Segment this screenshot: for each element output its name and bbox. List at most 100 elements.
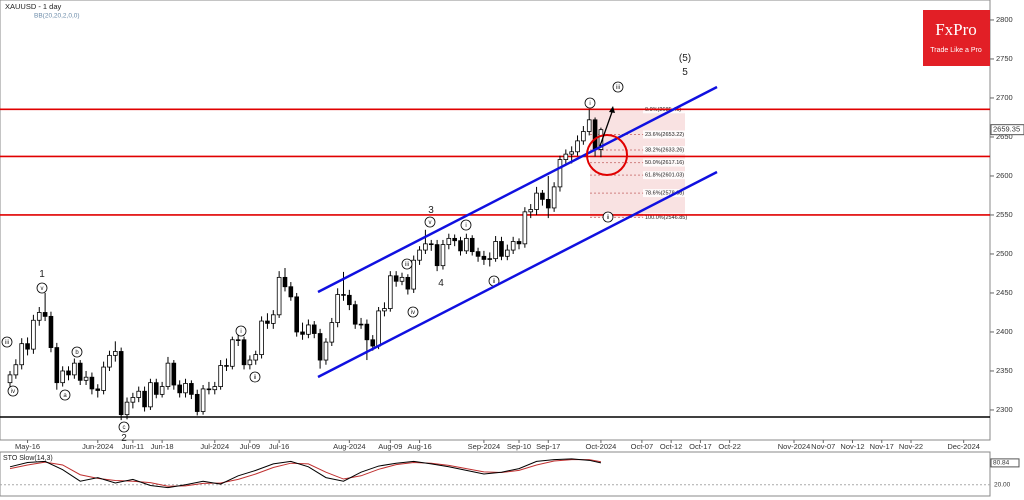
x-tick-label: Jun-2024 [82,442,113,451]
x-tick-label: Aug-16 [407,442,431,451]
candle-body [89,376,95,390]
candle-body [306,324,311,335]
logo-tagline: Trade Like a Pro [930,47,982,54]
candle-body [177,384,182,394]
candle-body [218,365,223,387]
candle-body [241,339,247,366]
candle-body [592,119,598,150]
wave-label: iii [616,85,620,91]
wave-label: 4 [438,278,444,289]
sto-title: STO Slow(14,3) [3,455,53,462]
candle-body [31,319,36,350]
candle-body [230,339,235,367]
candle-body [382,308,387,312]
candle-body [493,241,498,260]
x-tick-label: Sep-2024 [468,442,501,451]
candle-body [235,339,241,341]
candle-body [95,388,101,391]
wave-circle [407,306,419,318]
price-tag-bg [990,124,1024,136]
candle-body [551,186,557,209]
candle-body [481,255,487,260]
candle-body [528,209,534,213]
x-tick-label: Jul-16 [269,442,289,451]
candle-body [434,244,440,267]
candle-body [36,312,42,321]
candle-body [101,366,106,391]
fib-label-bg [643,171,685,180]
candle-body [253,354,259,361]
x-tick-label: Jun-18 [151,442,174,451]
y-tick-label: 2650 [996,132,1013,141]
candle-body [124,401,130,416]
x-tick-label: Nov-22 [899,442,923,451]
candle-body [440,244,446,267]
x-tick-label: May-16 [15,442,40,451]
wave-circle [401,258,413,270]
wave-label: v [41,286,44,292]
candle-body [13,364,19,376]
sto-k-line [9,458,602,489]
candle-body [335,294,340,324]
candle-body [19,343,25,366]
candle-body [510,241,516,251]
x-tick-label: Oct-22 [718,442,741,451]
candle-body [423,243,428,251]
candle-body [25,343,30,350]
candle-body [118,351,124,416]
x-tick-label: Jul-09 [240,442,260,451]
candle-body [452,237,457,242]
layer: 2800275027002650260025502500245024002350… [0,15,1024,489]
candle-body [136,390,142,398]
sto-tick-label: 20.00 [994,482,1011,489]
wave-label: iv [411,310,415,316]
candle-body [317,333,323,361]
fib-label: 78.6%(2578.08) [645,191,684,197]
logo [923,10,990,66]
x-tick-label: Jun-11 [122,442,144,451]
candle-body [341,294,346,296]
candle-body [405,276,411,290]
x-tick-label: Oct-2024 [585,442,616,451]
candle-body [77,362,83,381]
y-tick-label: 2800 [996,15,1013,24]
candle-body [399,276,405,282]
fib-label-bg [643,158,685,167]
candle-body [329,322,335,343]
candle-body [581,131,586,142]
candle-body [516,241,522,245]
y-tick-label: 2450 [996,288,1013,297]
candle-body [224,365,229,367]
y-tick-label: 2350 [996,366,1013,375]
wave-label: 1 [39,269,45,280]
wave-label: i [465,223,466,229]
candle-body [569,151,574,155]
wave-label: v [429,220,432,226]
candle-body [475,251,481,257]
candle-body [270,314,276,324]
candle-body [323,341,329,361]
wave-label: a [63,393,67,399]
wave-circle [249,371,261,383]
fib-label: 50.0%(2617.16) [645,160,684,166]
y-tick-label: 2600 [996,171,1013,180]
arrow-head [609,106,615,113]
wave-circle [584,97,596,109]
wave-circle [71,346,83,358]
candle-body [113,351,118,356]
candle-body [428,243,434,246]
candle-body [499,241,504,257]
candle-body [171,362,177,386]
wave-label: 3 [428,205,434,216]
candle-body [83,376,89,381]
candle-body [7,374,13,384]
wave-circle [36,282,48,294]
x-tick-label: Jul-2024 [200,442,229,451]
candle-body [259,320,264,355]
candle-body [159,386,165,395]
candle-body [282,276,288,288]
candle-body [557,159,563,188]
x-tick-label: Sep-17 [536,442,560,451]
candle-body [42,312,48,317]
wave-circle [602,211,614,223]
